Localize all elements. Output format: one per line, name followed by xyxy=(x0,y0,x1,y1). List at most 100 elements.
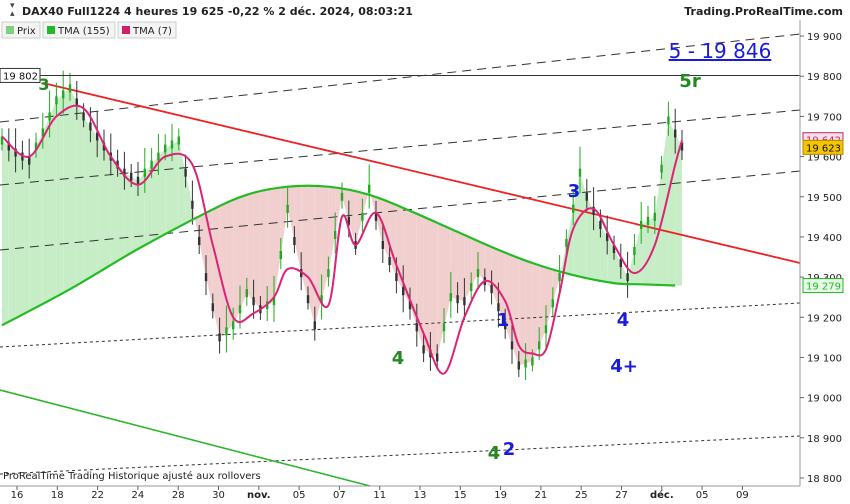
target-label: 5 - 19 846 xyxy=(669,39,772,63)
wave-3-green-label: 3 xyxy=(38,75,49,94)
price-badge-label: 19 623 xyxy=(806,143,841,154)
price-band-fill-segment xyxy=(580,172,587,278)
price-band-fill-segment xyxy=(539,265,546,346)
price-band-fill-segment xyxy=(233,197,240,326)
x-tick-label: 27 xyxy=(615,490,628,500)
price-band-fill-segment xyxy=(525,260,533,364)
price-bar-body xyxy=(680,142,684,151)
price-bar-body xyxy=(531,357,534,366)
price-bar-body xyxy=(123,168,126,177)
price-bar-body xyxy=(252,297,255,306)
price-band-fill-segment xyxy=(328,186,336,274)
price-band-fill-segment xyxy=(437,222,444,358)
y-tick-label: 19 400 xyxy=(807,233,842,244)
price-bar-body xyxy=(436,353,439,362)
price-bar-body xyxy=(286,204,289,213)
price-bar-body xyxy=(68,84,72,93)
price-band-fill-segment xyxy=(627,251,635,284)
price-band-fill-segment xyxy=(124,172,132,257)
price-bar-body xyxy=(34,142,38,151)
price-badge-box xyxy=(802,278,844,294)
price-band-fill-segment xyxy=(83,116,91,282)
price-band-fill-segment xyxy=(97,136,104,274)
price-bar-body xyxy=(211,303,214,312)
y-tick-label: 19 900 xyxy=(807,32,842,43)
price-band-fill-segment xyxy=(661,120,669,286)
price-bar-body xyxy=(150,160,153,169)
price-bar-body xyxy=(572,204,575,213)
price-bar-body xyxy=(551,299,554,308)
price-band-fill-segment xyxy=(178,140,186,228)
price-bar-body xyxy=(82,112,85,121)
price-bar-body xyxy=(347,216,350,225)
price-bar-body xyxy=(660,164,663,173)
price-band-fill-segment xyxy=(158,148,166,239)
price-bar-body xyxy=(136,176,140,185)
price-band-fill-segment xyxy=(668,120,676,286)
price-bar-body xyxy=(504,321,507,330)
wave-4-blue-label: 4 xyxy=(617,310,630,331)
y-tick-label: 18 900 xyxy=(807,434,842,445)
price-band-fill-segment xyxy=(36,132,43,308)
price-band-fill-segment xyxy=(321,186,329,300)
price-band-fill-segment xyxy=(260,190,268,310)
price-bar-body xyxy=(633,246,636,255)
series-layer xyxy=(0,70,684,381)
price-bar-body xyxy=(667,116,670,125)
price-bar-body xyxy=(361,212,364,221)
x-tick-label: déc. xyxy=(650,489,674,500)
price-band-fill-segment xyxy=(382,200,390,261)
wave-4-bottom-label: 4 xyxy=(488,443,501,464)
price-band-fill-segment xyxy=(648,216,655,285)
price-band-fill-segment xyxy=(117,164,125,261)
price-bar-body xyxy=(0,136,4,145)
wave-3-blue-label: 3 xyxy=(568,181,581,202)
price-band-fill-segment xyxy=(15,152,23,319)
price-bar-body xyxy=(524,359,527,368)
annotation-layer: 3 4 4 2 1 3 4 4+ 5 - 19 846 5r xyxy=(38,39,771,464)
price-bar-body xyxy=(48,112,51,121)
x-tick-label: 18 xyxy=(51,490,64,500)
legend-swatch-tma7 xyxy=(122,26,130,34)
price-band-fill-segment xyxy=(56,94,64,297)
price-bar-body xyxy=(334,230,337,239)
price-bar-body xyxy=(402,287,405,296)
x-tick-label: 21 xyxy=(535,490,548,500)
collapse-icon[interactable]: ▾ xyxy=(10,1,15,11)
price-bar-body xyxy=(218,333,221,342)
price-bar-body xyxy=(374,212,378,221)
price-band-fill-segment xyxy=(444,225,451,328)
price-band-fill-segment xyxy=(518,257,526,366)
price-bar-body xyxy=(300,269,303,278)
x-tick-label: 16 xyxy=(11,490,24,500)
price-band-fill-segment xyxy=(600,224,608,282)
price-bar-body xyxy=(245,289,248,298)
x-tick-label: 28 xyxy=(172,490,185,500)
site-label[interactable]: Trading.ProRealTime.com xyxy=(684,5,843,18)
price-band-fill-segment xyxy=(199,212,206,278)
price-band-fill-segment xyxy=(376,197,383,245)
price-band-fill-segment xyxy=(620,263,628,284)
wave-4-green-label: 4 xyxy=(392,348,405,369)
expand-icon[interactable]: ▴ xyxy=(10,9,15,19)
price-band-fill-segment xyxy=(2,140,9,326)
price-bar-body xyxy=(517,361,520,370)
price-bar-body xyxy=(619,259,622,268)
price-band-fill-segment xyxy=(246,193,254,302)
price-band-fill-segment xyxy=(654,168,662,286)
wave-1-label: 1 xyxy=(497,310,510,331)
price-band-fill-segment xyxy=(403,208,410,306)
y-tick-label: 19 000 xyxy=(807,394,842,405)
long-term-support-line xyxy=(0,389,371,487)
price-bar-body xyxy=(143,168,146,177)
legend-item-tma7[interactable] xyxy=(117,21,177,39)
price-band-fill-segment xyxy=(641,220,648,285)
price-bar-body xyxy=(640,220,643,229)
price-bar-body xyxy=(327,269,330,278)
price-bar-body xyxy=(395,273,398,282)
legend-item-tma155[interactable] xyxy=(42,21,116,39)
price-band-fill-segment xyxy=(450,228,458,300)
price-bar-body xyxy=(170,140,174,149)
price-badge-label: 19 279 xyxy=(806,282,841,293)
